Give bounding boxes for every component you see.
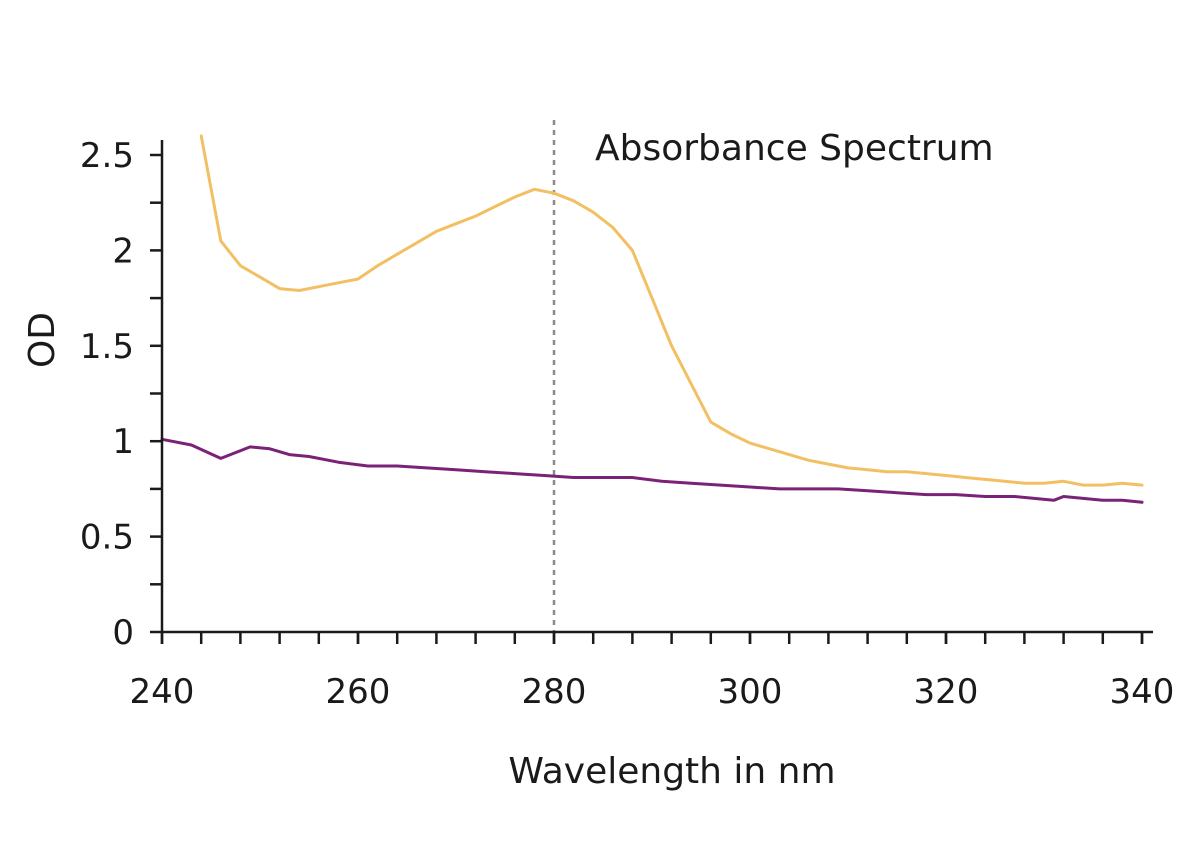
y-tick-label: 2 <box>112 231 134 271</box>
y-axis-title: OD <box>22 312 63 368</box>
reference-line-label: Absorbance Spectrum <box>595 128 994 169</box>
y-tick-label: 0.5 <box>80 518 134 558</box>
series-layer <box>160 134 1144 504</box>
x-tick-label: 240 <box>130 672 195 712</box>
y-tick-label: 0 <box>112 613 134 653</box>
series-line-1 <box>199 134 1144 487</box>
series-line-2 <box>160 437 1144 504</box>
axes <box>160 140 1153 634</box>
x-tick-label: 320 <box>914 672 979 712</box>
x-tick-label: 280 <box>522 672 587 712</box>
y-tick-label: 2.5 <box>80 136 134 176</box>
x-axis-title: Wavelength in nm <box>508 751 835 792</box>
ticks: 240 260 280 300 320 340 0 0.5 1 1.5 2 2.5 <box>80 136 1175 712</box>
y-tick-label: 1 <box>112 422 134 462</box>
x-tick-label: 300 <box>718 672 783 712</box>
x-tick-label: 260 <box>326 672 391 712</box>
y-tick-label: 1.5 <box>80 327 134 367</box>
x-tick-label: 340 <box>1110 672 1175 712</box>
